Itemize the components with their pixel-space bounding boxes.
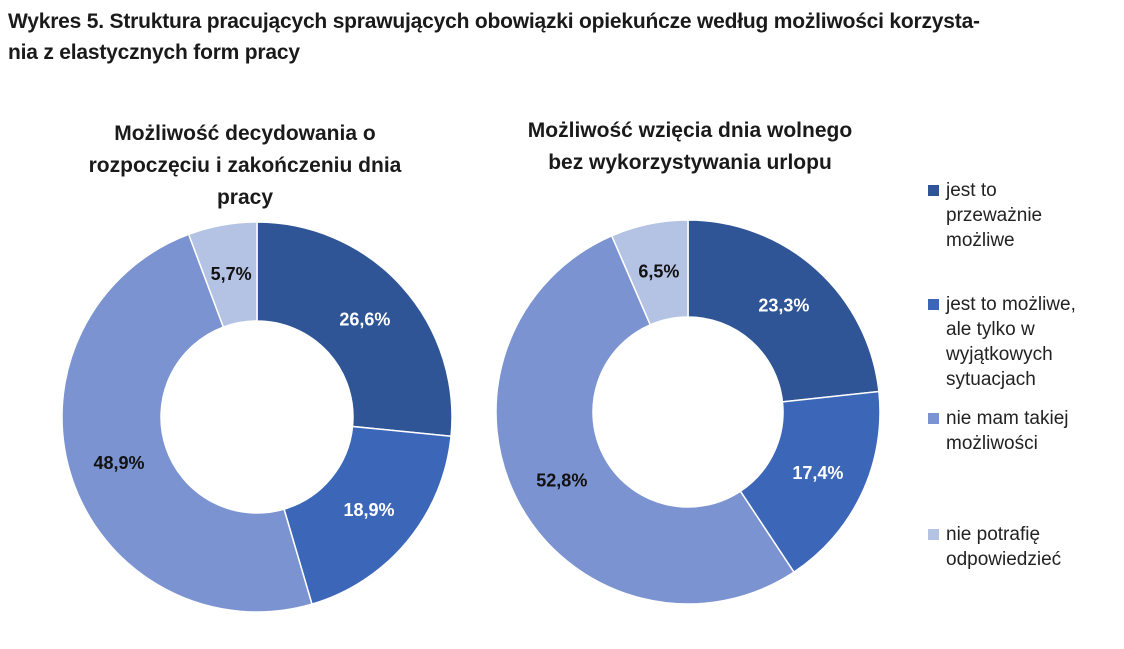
legend-label: jest to przeważnie możliwe xyxy=(946,180,1043,251)
slice-dzien-wolny-przewaznie-mozliwe xyxy=(687,219,880,403)
slice-decydowanie-wyjatkowe-sytuacje xyxy=(283,425,452,606)
legend-label: nie potrafię odpowiedzieć xyxy=(946,524,1062,570)
data-label-decydowanie-brak-mozliwosci: 48,9% xyxy=(93,453,144,473)
figure-title: Wykres 5. Struktura pracujących sprawują… xyxy=(8,10,980,64)
data-label-decydowanie-nie-wiem: 5,7% xyxy=(211,264,252,284)
legend-swatch xyxy=(928,299,939,310)
legend-label: jest to możliwe, ale tylko w wyjątkowych sy… xyxy=(946,294,1076,390)
chart-title-decydowanie: Możliwość decydowania o rozpoczęciu i zak… xyxy=(88,122,402,209)
data-label-decydowanie-przewaznie-mozliwe: 26,6% xyxy=(339,309,390,329)
slice-decydowanie-nie-wiem xyxy=(187,221,258,329)
data-label-dzien-wolny-przewaznie-mozliwe: 23,3% xyxy=(758,295,809,315)
legend-label: nie mam takiej możliwości xyxy=(946,408,1069,454)
data-label-decydowanie-wyjatkowe-sytuacje: 18,9% xyxy=(344,500,395,520)
data-label-dzien-wolny-brak-mozliwosci: 52,8% xyxy=(536,470,587,490)
legend-swatch xyxy=(928,413,939,424)
slice-decydowanie-przewaznie-mozliwe xyxy=(256,221,453,438)
data-label-dzien-wolny-nie-wiem: 6,5% xyxy=(638,261,679,281)
legend-swatch xyxy=(928,185,939,196)
slice-dzien-wolny-brak-mozliwosci xyxy=(495,234,795,605)
legend-swatch xyxy=(928,529,939,540)
slice-decydowanie-brak-mozliwosci xyxy=(61,233,313,613)
chart-title-dzien-wolny: Możliwość wzięcia dnia wolnego bez wykorz… xyxy=(527,119,853,174)
slice-dzien-wolny-wyjatkowe-sytuacje xyxy=(739,390,881,574)
slice-dzien-wolny-nie-wiem xyxy=(610,219,689,326)
data-label-dzien-wolny-wyjatkowe-sytuacje: 17,4% xyxy=(792,463,843,483)
